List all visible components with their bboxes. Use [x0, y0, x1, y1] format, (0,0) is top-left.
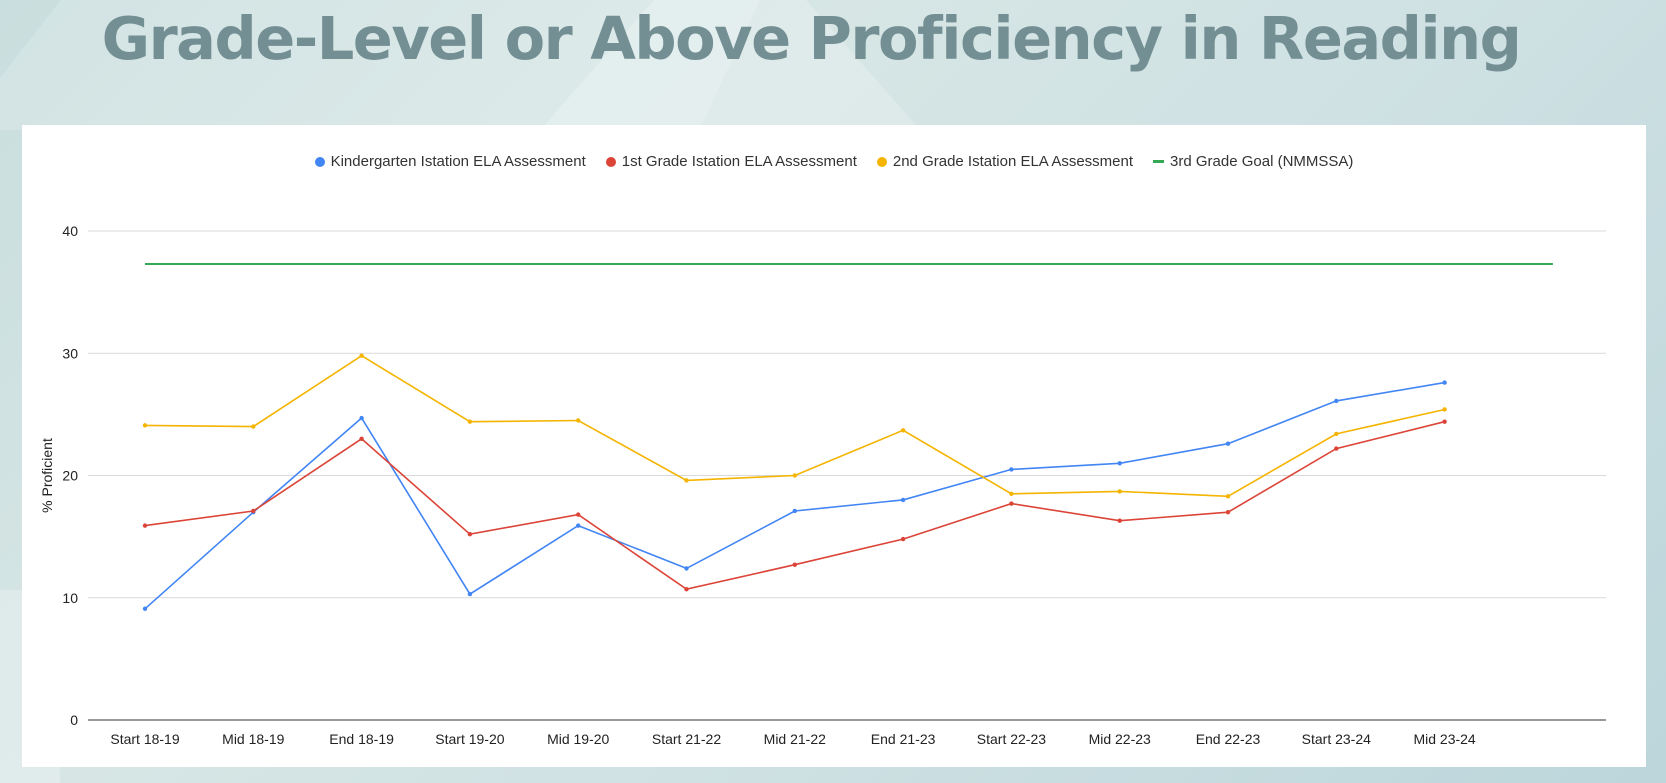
data-point	[792, 562, 797, 567]
legend-label: 1st Grade Istation ELA Assessment	[621, 153, 857, 170]
data-point	[1334, 431, 1339, 437]
data-point	[684, 478, 689, 483]
x-tick-label: Mid 19-20	[547, 731, 609, 747]
legend-swatch	[1153, 160, 1165, 163]
x-tick-label: End 22-23	[1196, 731, 1261, 747]
data-point	[576, 523, 581, 528]
series-2	[142, 419, 1447, 592]
data-point	[467, 419, 473, 424]
data-point	[1442, 380, 1447, 385]
chart-panel: Kindergarten Istation ELA Assessment 1st …	[22, 125, 1646, 767]
data-point	[1442, 419, 1447, 424]
data-point	[251, 424, 256, 429]
x-tick-label: Start 21-22	[652, 731, 721, 747]
legend-item: Kindergarten Istation ELA Assessment	[314, 153, 586, 170]
x-tick-label: Mid 21-22	[764, 731, 826, 747]
x-tick-label: Start 18-19	[110, 731, 179, 747]
series-lines	[142, 263, 1553, 611]
data-point	[1117, 461, 1122, 466]
data-point	[1225, 509, 1231, 515]
legend-swatch	[876, 156, 887, 167]
y-tick-label: 40	[62, 223, 78, 239]
data-point	[576, 512, 581, 517]
grid-lines	[88, 230, 1606, 721]
axes: 0 10 20 30 40 Start 18-19 Mid 18-19 End 18-19 St…	[62, 223, 1476, 747]
data-point	[142, 423, 148, 428]
data-point	[900, 497, 906, 503]
legend-label: 3rd Grade Goal (NMMSSA)	[1170, 153, 1354, 170]
x-tick-label: End 21-23	[871, 731, 936, 747]
data-point	[1225, 494, 1231, 499]
line-chart: 0 10 20 30 40 Start 18-19 Mid 18-19 End 18-19 St…	[39, 223, 1606, 747]
data-point	[900, 428, 906, 433]
legend-label: Kindergarten Istation ELA Assessment	[330, 153, 586, 170]
y-tick-label: 30	[62, 345, 78, 361]
data-point	[359, 353, 364, 358]
data-point	[142, 606, 148, 611]
x-tick-label: Start 23-24	[1302, 731, 1371, 747]
data-point	[251, 508, 256, 514]
data-point	[1117, 489, 1122, 494]
y-axis-label: % Proficient	[39, 438, 55, 513]
data-point	[467, 591, 473, 597]
series-line	[144, 381, 1445, 610]
data-point	[792, 473, 797, 478]
legend-item: 2nd Grade Istation ELA Assessment	[876, 153, 1134, 170]
x-tick-label: Start 22-23	[977, 731, 1046, 747]
legend-item: 1st Grade Istation ELA Assessment	[605, 153, 857, 170]
legend-swatch	[314, 156, 325, 167]
data-point	[1009, 491, 1014, 497]
legend-item: 3rd Grade Goal (NMMSSA)	[1153, 153, 1353, 170]
data-point	[359, 436, 364, 442]
legend-label: 2nd Grade Istation ELA Assessment	[892, 153, 1134, 170]
data-point	[1117, 518, 1122, 523]
x-tick-label: Mid 18-19	[222, 731, 284, 747]
page-title: Grade-Level or Above Proficiency in Read…	[101, 4, 1522, 73]
x-tick-label: Start 19-20	[435, 731, 504, 747]
data-point	[467, 531, 473, 537]
data-point	[1334, 398, 1339, 404]
data-point	[359, 415, 364, 421]
data-point	[792, 508, 797, 514]
chart-legend: Kindergarten Istation ELA Assessment 1st …	[22, 153, 1646, 170]
data-point	[1334, 446, 1339, 451]
legend-swatch	[605, 156, 616, 167]
x-tick-label: Mid 22-23	[1089, 731, 1151, 747]
data-point	[576, 418, 581, 423]
data-point	[900, 536, 906, 542]
data-point	[1442, 407, 1447, 412]
y-tick-label: 10	[62, 590, 78, 606]
series-1	[142, 380, 1447, 611]
series-3	[142, 353, 1447, 499]
y-tick-label: 0	[70, 712, 78, 728]
data-point	[1009, 501, 1014, 506]
data-point	[684, 586, 689, 592]
data-point	[684, 566, 689, 571]
data-point	[1225, 441, 1231, 446]
x-tick-label: End 18-19	[329, 731, 394, 747]
x-tick-label: Mid 23-24	[1413, 731, 1475, 747]
data-point	[142, 523, 148, 528]
data-point	[1009, 467, 1014, 472]
y-tick-label: 20	[62, 468, 78, 484]
